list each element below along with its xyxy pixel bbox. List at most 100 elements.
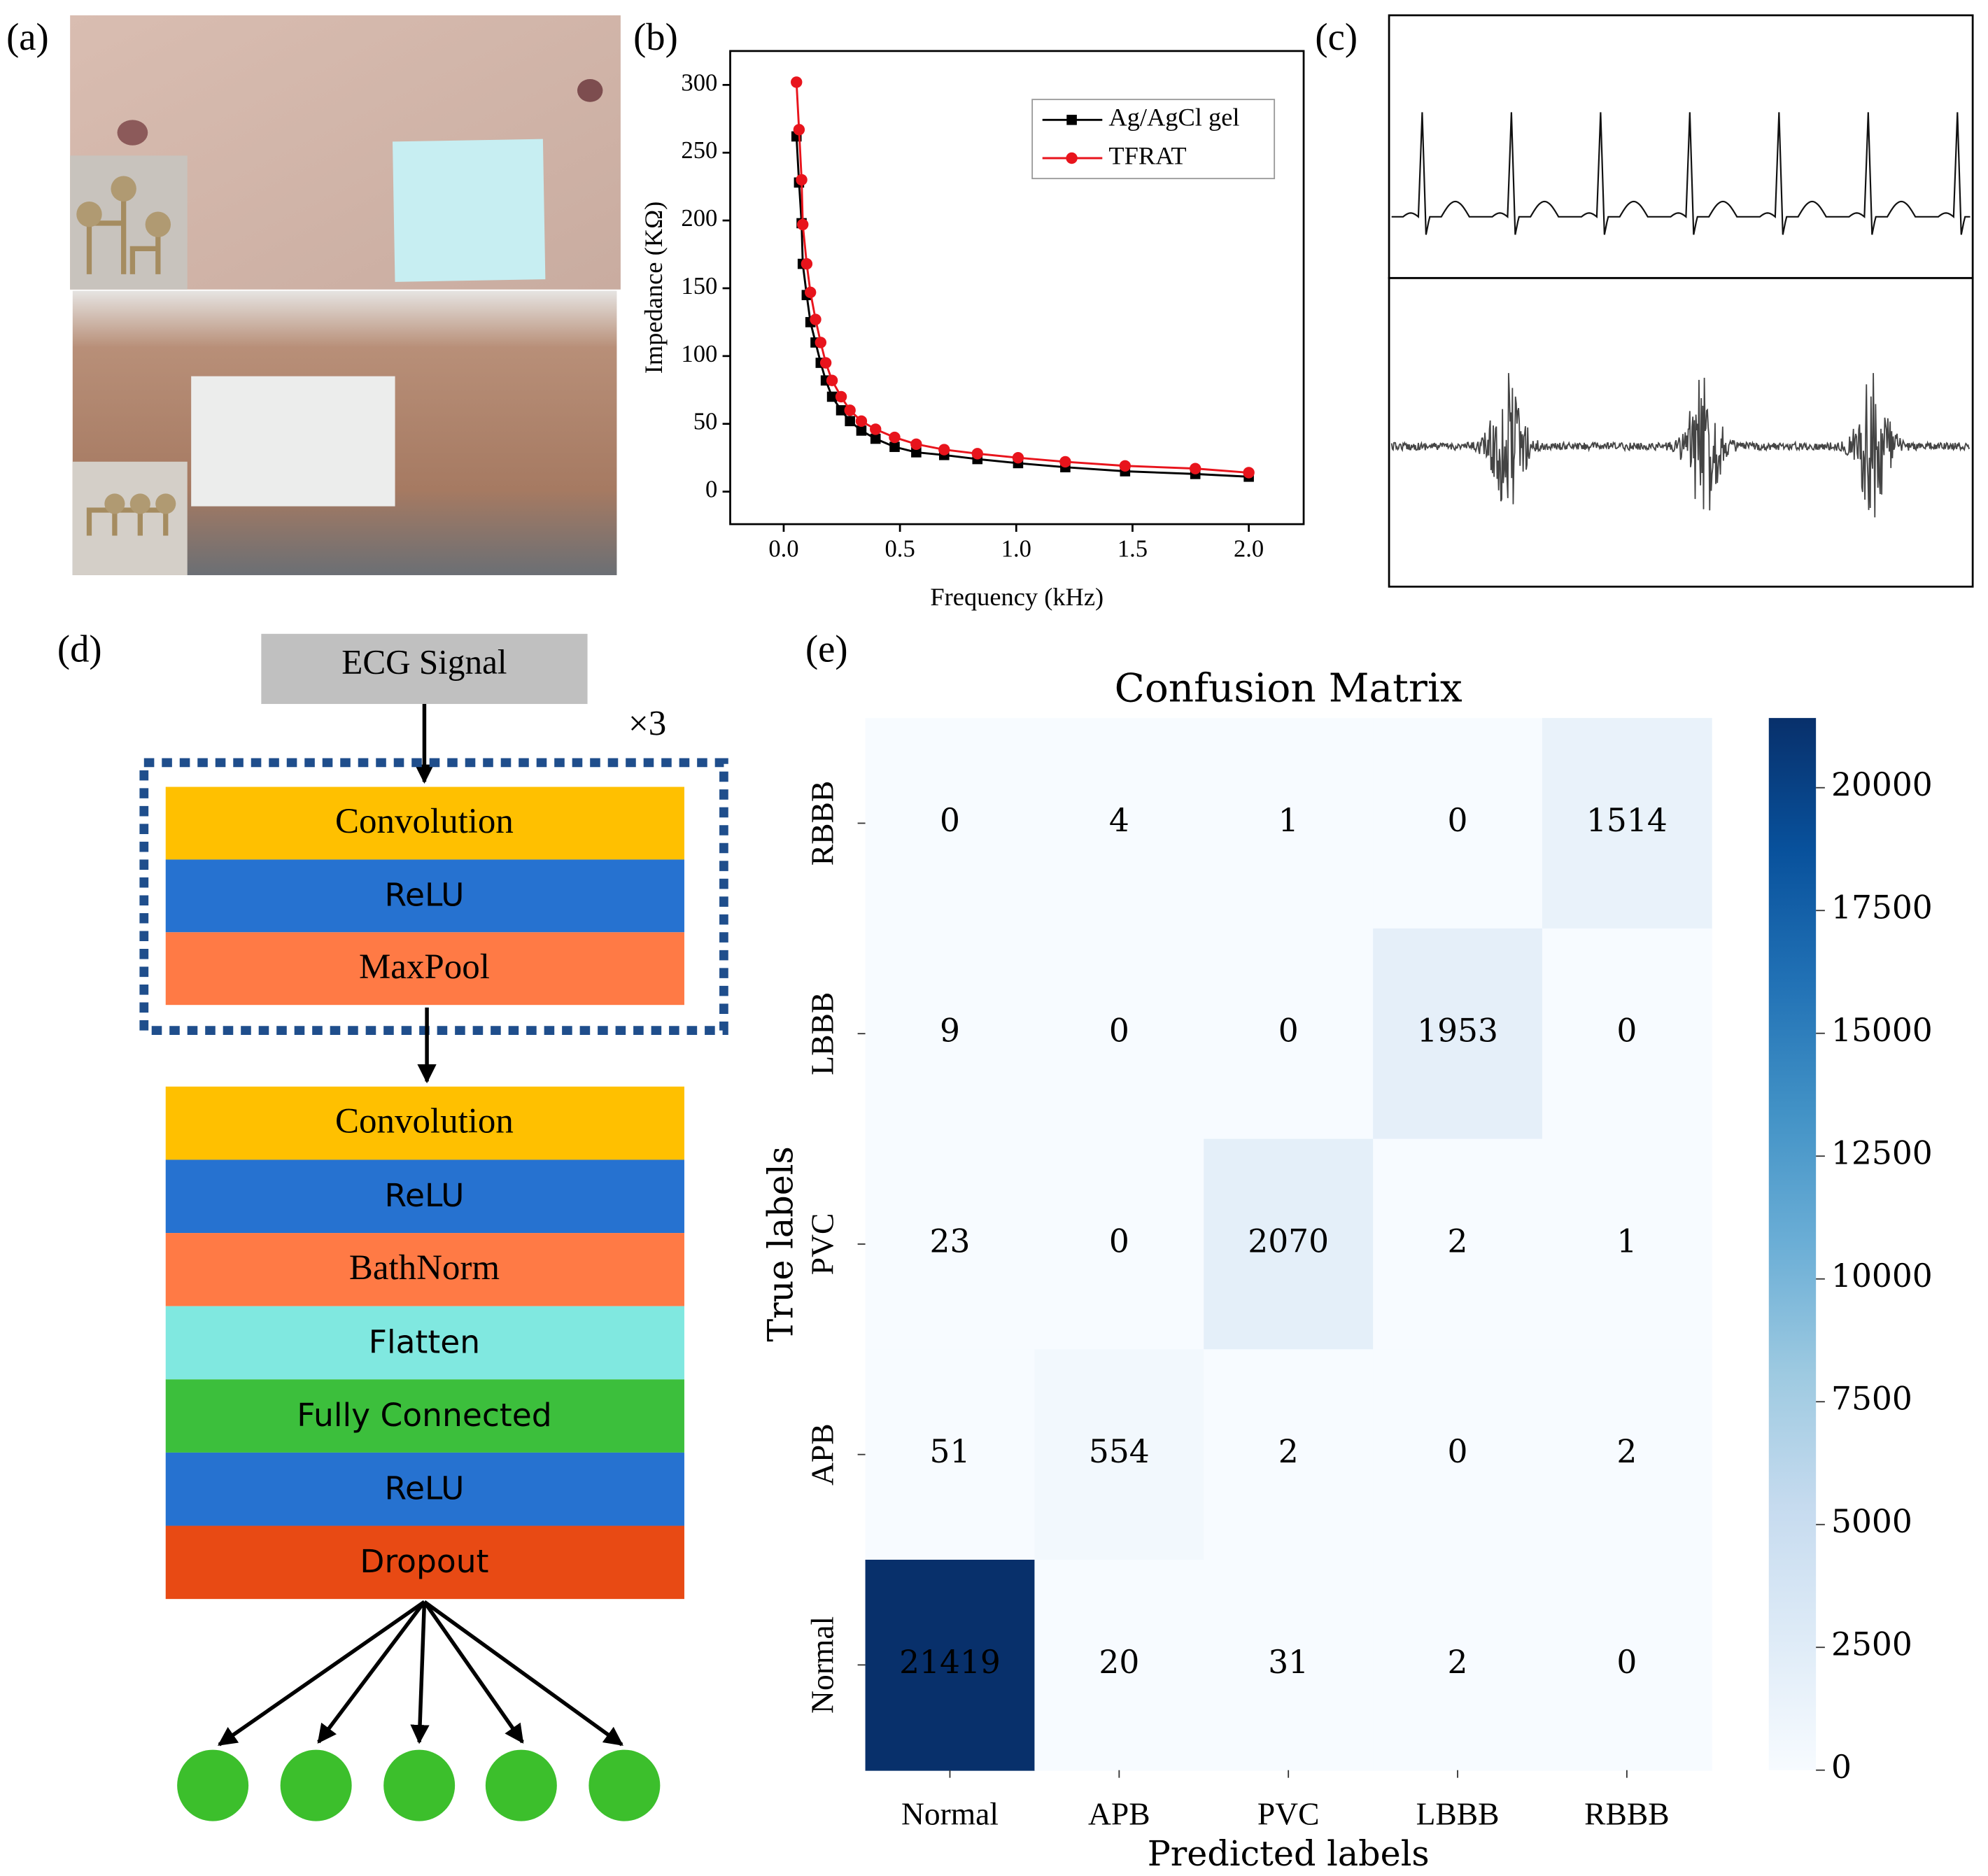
y-axis-label: Impedance (KΩ) xyxy=(640,202,668,374)
marker xyxy=(819,357,832,369)
chart-title: Confusion Matrix xyxy=(1115,665,1462,711)
layer-label: Flatten xyxy=(369,1323,480,1360)
output-node xyxy=(177,1749,249,1821)
cell-label: 0 xyxy=(1448,802,1468,839)
heatmap-cell xyxy=(1373,1138,1543,1350)
network-diagram: ECG Signal ×3 Convolution ReLU MaxPool Conv… xyxy=(139,633,728,1821)
marker xyxy=(1243,467,1255,479)
layer-label: MaxPool xyxy=(359,947,490,987)
cell-label: 554 xyxy=(1089,1433,1150,1470)
y-tick-label: LBBB xyxy=(805,992,840,1075)
marker xyxy=(844,404,856,416)
marker xyxy=(826,374,838,386)
layer-box xyxy=(165,1379,684,1453)
layer-box xyxy=(165,1306,684,1380)
output-fan xyxy=(177,1600,661,1821)
legend-label: TFRAT xyxy=(1108,141,1186,169)
electrode-trace xyxy=(86,197,161,274)
x-tick-label: 2.0 xyxy=(1234,535,1264,562)
heatmap-cell xyxy=(1204,928,1374,1140)
heatmap-cell xyxy=(865,1560,1036,1771)
heatmap-cell xyxy=(865,1138,1036,1350)
colorbar-tick-label: 15000 xyxy=(1831,1012,1933,1049)
y-tick-label: 150 xyxy=(681,273,717,299)
colorbar-tick-label: 20000 xyxy=(1831,766,1933,803)
y-tick-label: 250 xyxy=(681,137,717,164)
ecg-waveform xyxy=(1391,112,1971,235)
cell-label: 4 xyxy=(1109,802,1129,839)
marker xyxy=(1119,460,1132,472)
marker xyxy=(796,174,808,186)
cell-label: 20 xyxy=(1099,1644,1139,1681)
cell-label: 2 xyxy=(1448,1644,1468,1681)
cell-label: 21419 xyxy=(899,1644,1001,1681)
marker xyxy=(836,405,847,416)
marker xyxy=(793,124,805,136)
heatmap-cell xyxy=(1373,1560,1543,1771)
legend-marker xyxy=(1066,152,1078,164)
x-axis-label: Frequency (kHz) xyxy=(930,583,1104,611)
layer-box xyxy=(165,1086,684,1160)
heatmap-cell xyxy=(1373,928,1543,1140)
marker xyxy=(870,423,882,435)
legend-box xyxy=(1031,99,1276,180)
y-tick-label: APB xyxy=(805,1423,840,1486)
layer-box xyxy=(165,859,684,933)
cell-label: 2 xyxy=(1448,1222,1468,1260)
arrow xyxy=(423,1600,623,1747)
colorbar-tick-label: 5000 xyxy=(1831,1503,1912,1540)
marker xyxy=(856,425,867,436)
cell-label: 0 xyxy=(1616,1013,1637,1050)
heatmap-cell xyxy=(1542,928,1712,1140)
x-tick-label: Normal xyxy=(901,1796,999,1832)
heatmap-cell xyxy=(1373,718,1543,929)
layer-label: Fully Connected xyxy=(297,1397,551,1434)
repeat-box xyxy=(139,758,728,1036)
y-tick-label: 0 xyxy=(705,477,717,503)
output-node xyxy=(588,1749,661,1821)
x-tick-label: APB xyxy=(1088,1796,1150,1832)
y-tick-label: PVC xyxy=(805,1213,840,1276)
output-node xyxy=(280,1749,352,1821)
y-tick-label: 200 xyxy=(681,205,717,232)
heatmap-cell xyxy=(1204,718,1374,929)
marker xyxy=(889,431,901,444)
colorbar-tick-label: 10000 xyxy=(1831,1257,1933,1295)
x-tick-label: 0.0 xyxy=(768,535,798,562)
input-label: ECG Signal xyxy=(341,643,507,682)
electrode-pad xyxy=(104,493,125,514)
x-tick-label: 1.5 xyxy=(1118,535,1148,562)
cell-label: 1 xyxy=(1616,1222,1637,1260)
y-tick-label: Normal xyxy=(805,1616,840,1714)
electrode-pad xyxy=(155,493,176,514)
marker xyxy=(855,415,868,428)
heatmap-cell xyxy=(1373,1349,1543,1560)
ecg-frame xyxy=(1388,14,1974,279)
layer-label: ReLU xyxy=(384,1470,464,1507)
electrode-pad xyxy=(76,201,102,227)
layer-box xyxy=(165,1233,684,1306)
marker xyxy=(938,444,950,456)
panel-label: (d) xyxy=(57,628,102,670)
cell-label: 0 xyxy=(1448,1433,1468,1470)
heatmap-cell xyxy=(1034,718,1205,929)
panel-label: (c) xyxy=(1315,15,1358,58)
cell-label: 9 xyxy=(940,1013,960,1050)
heatmap-cell xyxy=(1034,1349,1205,1560)
marker xyxy=(911,447,922,458)
marker xyxy=(815,337,826,348)
marker xyxy=(1189,463,1201,474)
marker xyxy=(810,313,822,325)
layer-label: BathNorm xyxy=(349,1248,500,1288)
panel-label: (b) xyxy=(633,15,678,58)
cell-label: 0 xyxy=(1109,1222,1129,1260)
layer-label: Convolution xyxy=(335,1102,514,1141)
y-tick-label: 300 xyxy=(681,69,717,96)
arrow xyxy=(410,1602,430,1744)
layer-box xyxy=(165,1452,684,1526)
heatmap-cell xyxy=(1542,1560,1712,1771)
pcg-frame xyxy=(1388,276,1974,588)
colorbar-tick-label: 7500 xyxy=(1831,1381,1912,1418)
cell-label: 1 xyxy=(1278,802,1299,839)
